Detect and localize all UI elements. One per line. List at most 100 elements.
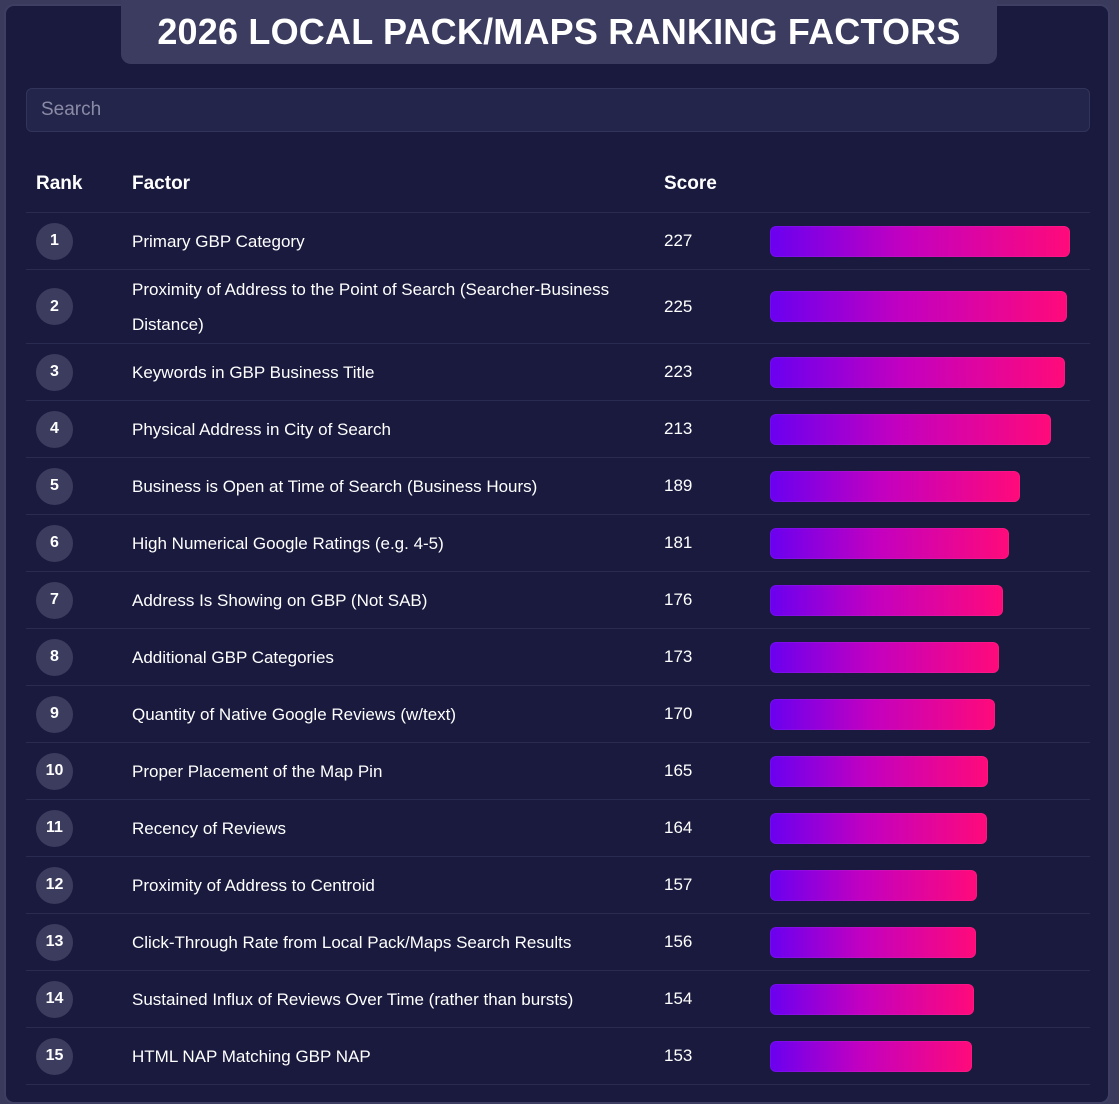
- score-bar: [770, 225, 1070, 257]
- rank-badge: 7: [36, 581, 73, 619]
- table-row: 4 Physical Address in City of Search 213: [26, 401, 1090, 458]
- score-value: 227: [664, 231, 693, 250]
- score-bar-cell: [770, 629, 1090, 685]
- table-row: 10 Proper Placement of the Map Pin 165: [26, 743, 1090, 800]
- rank-cell: 14: [26, 980, 132, 1018]
- ranking-table: Rank Factor Score 1 Primary GBP Category 2…: [26, 156, 1090, 1085]
- score-bar-track: [770, 926, 1070, 958]
- score-bar-track: [770, 1040, 1070, 1072]
- rank-badge: 6: [36, 524, 73, 562]
- score-bar-track: [770, 641, 1070, 673]
- factor-name: Recency of Reviews: [132, 818, 287, 838]
- score-value: 225: [664, 296, 693, 316]
- score-bar: [770, 926, 977, 958]
- factor-name: Sustained Influx of Reviews Over Time (r…: [132, 989, 574, 1009]
- table-body: 1 Primary GBP Category 227 2 Proximity of Ad…: [26, 213, 1090, 1085]
- score-bar: [770, 755, 989, 787]
- score-bar: [770, 641, 999, 673]
- rank-cell: 7: [26, 581, 132, 619]
- rank-badge: 13: [36, 923, 73, 961]
- factor-name: Proximity of Address to Centroid: [132, 875, 375, 895]
- score-bar-track: [770, 584, 1070, 616]
- score-value: 165: [664, 761, 693, 780]
- rank-cell: 3: [26, 353, 132, 391]
- score-value: 170: [664, 704, 693, 723]
- score-bar-cell: [770, 971, 1090, 1027]
- rank-cell: 13: [26, 923, 132, 961]
- score-bar: [770, 470, 1020, 502]
- factor-name: Click-Through Rate from Local Pack/Maps …: [132, 932, 572, 952]
- score-bar-cell: [770, 857, 1090, 913]
- score-value: 153: [664, 1046, 693, 1065]
- column-header-score[interactable]: Score: [664, 173, 717, 194]
- rank-cell: 15: [26, 1037, 132, 1075]
- table-row: 11 Recency of Reviews 164: [26, 800, 1090, 857]
- score-bar-track: [770, 291, 1070, 322]
- score-value: 154: [664, 989, 693, 1008]
- factor-name: Physical Address in City of Search: [132, 419, 391, 439]
- score-bar-track: [770, 983, 1070, 1015]
- rank-badge: 5: [36, 467, 73, 505]
- score-bar-cell: [770, 344, 1090, 400]
- score-value: 156: [664, 932, 693, 951]
- table-row: 13 Click-Through Rate from Local Pack/Map…: [26, 914, 1090, 971]
- rank-cell: 5: [26, 467, 132, 505]
- factor-name: Proximity of Address to the Point of Sea…: [132, 279, 610, 334]
- score-bar-track: [770, 755, 1070, 787]
- column-header-rank[interactable]: Rank: [36, 173, 83, 194]
- score-value: 176: [664, 590, 693, 609]
- title-banner: 2026 LOCAL PACK/MAPS RANKING FACTORS: [121, 0, 997, 64]
- rank-cell: 12: [26, 866, 132, 904]
- rank-badge: 12: [36, 866, 73, 904]
- score-bar: [770, 698, 995, 730]
- score-bar: [770, 527, 1010, 559]
- factor-name: Additional GBP Categories: [132, 647, 334, 667]
- search-input[interactable]: [26, 88, 1090, 132]
- page-title: 2026 LOCAL PACK/MAPS RANKING FACTORS: [157, 11, 961, 52]
- rank-badge: 15: [36, 1037, 73, 1075]
- score-value: 213: [664, 419, 693, 438]
- factor-name: Quantity of Native Google Reviews (w/tex…: [132, 704, 457, 724]
- rank-badge: 2: [36, 288, 73, 325]
- table-row: 9 Quantity of Native Google Reviews (w/te…: [26, 686, 1090, 743]
- table-row: 6 High Numerical Google Ratings (e.g. 4-5…: [26, 515, 1090, 572]
- score-value: 181: [664, 533, 693, 552]
- table-row: 12 Proximity of Address to Centroid 157: [26, 857, 1090, 914]
- rank-badge: 8: [36, 638, 73, 676]
- score-bar: [770, 584, 1003, 616]
- score-value: 164: [664, 818, 693, 837]
- ranking-panel: 2026 LOCAL PACK/MAPS RANKING FACTORS Ran…: [4, 0, 1110, 1104]
- rank-cell: 9: [26, 695, 132, 733]
- table-row: 1 Primary GBP Category 227: [26, 213, 1090, 270]
- factor-name: Proper Placement of the Map Pin: [132, 761, 383, 781]
- score-bar-cell: [770, 686, 1090, 742]
- score-bar-cell: [770, 1028, 1090, 1084]
- score-bar-track: [770, 812, 1070, 844]
- table-row: 5 Business is Open at Time of Search (Bus…: [26, 458, 1090, 515]
- score-bar: [770, 1040, 973, 1072]
- factor-name: Keywords in GBP Business Title: [132, 362, 375, 382]
- rank-cell: 6: [26, 524, 132, 562]
- rank-badge: 11: [36, 809, 73, 847]
- rank-badge: 10: [36, 752, 73, 790]
- rank-badge: 14: [36, 980, 73, 1018]
- score-value: 173: [664, 647, 693, 666]
- rank-badge: 3: [36, 353, 73, 391]
- score-bar-track: [770, 356, 1070, 388]
- score-bar: [770, 812, 987, 844]
- score-value: 189: [664, 476, 693, 495]
- score-value: 223: [664, 362, 693, 381]
- score-bar-cell: [770, 515, 1090, 571]
- score-bar: [770, 413, 1052, 445]
- score-bar-track: [770, 869, 1070, 901]
- rank-cell: 4: [26, 410, 132, 448]
- score-bar: [770, 291, 1068, 322]
- table-row: 14 Sustained Influx of Reviews Over Time …: [26, 971, 1090, 1028]
- rank-badge: 4: [36, 410, 73, 448]
- score-bar-track: [770, 413, 1070, 445]
- table-row: 15 HTML NAP Matching GBP NAP 153: [26, 1028, 1090, 1085]
- column-header-factor[interactable]: Factor: [132, 173, 191, 194]
- score-bar: [770, 983, 974, 1015]
- rank-cell: 1: [26, 222, 132, 260]
- factor-name: HTML NAP Matching GBP NAP: [132, 1046, 371, 1066]
